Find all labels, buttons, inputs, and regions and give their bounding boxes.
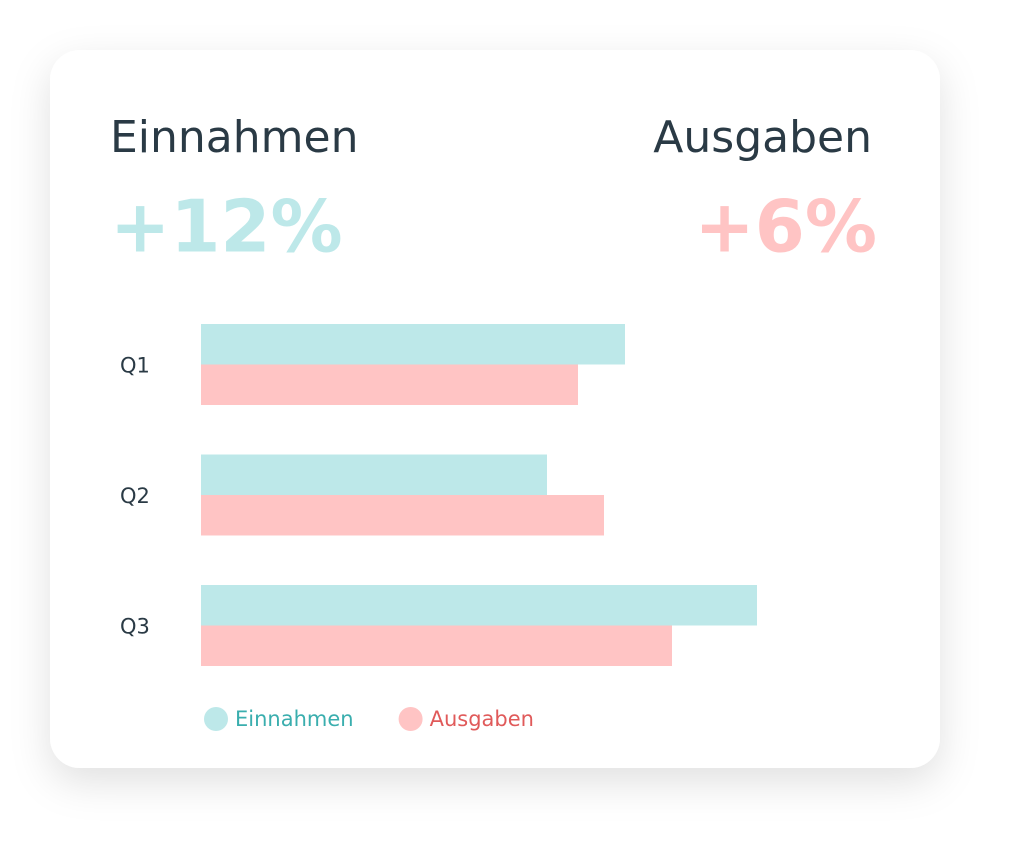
summary-change: +6% <box>694 185 877 269</box>
category-label: Q3 <box>120 615 150 639</box>
legend-label: Ausgaben <box>430 707 534 731</box>
bar <box>201 495 604 536</box>
bar <box>201 585 757 626</box>
legend-swatch <box>204 707 228 731</box>
category-label: Q1 <box>120 354 150 378</box>
bar <box>201 454 547 495</box>
summary-change: +12% <box>110 185 343 269</box>
category-label: Q2 <box>120 484 150 508</box>
bar <box>201 364 578 405</box>
legend-label: Einnahmen <box>235 707 354 731</box>
bar <box>201 324 625 365</box>
bar <box>201 625 672 666</box>
summary-label: Einnahmen <box>110 112 358 163</box>
summary-label: Ausgaben <box>653 112 872 163</box>
legend-swatch <box>398 707 423 731</box>
